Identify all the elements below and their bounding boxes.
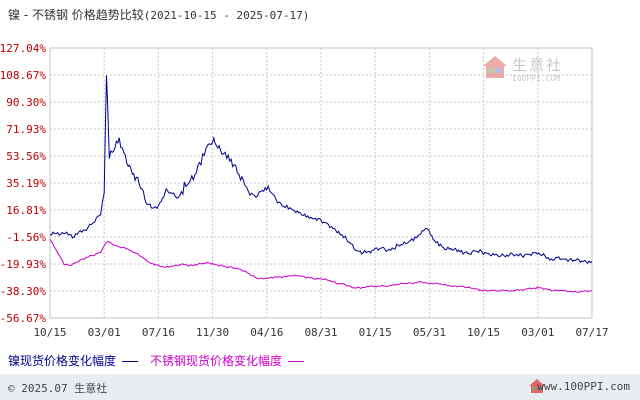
legend-label-nickel: 镍现货价格变化幅度 [8, 354, 117, 368]
x-axis: 10/15 03/01 07/16 11/30 04/16 08/31 01/15 05/31… [33, 326, 608, 339]
x-tick-label: 05/31 [413, 326, 446, 339]
chart-title-main: 镍 - 不锈钢 价格趋势比较 [8, 8, 144, 22]
y-tick-label: -56.67% [0, 312, 46, 325]
series-line-stainless [49, 238, 593, 293]
footer: © 2025.07 生意社 www.100PPI.com [0, 374, 640, 400]
y-tick-label: -1.56% [6, 231, 46, 244]
x-tick-label: 10/15 [467, 326, 500, 339]
y-tick-label: 127.04% [0, 42, 46, 55]
chart-title: 镍 - 不锈钢 价格趋势比较(2021-10-15 - 2025-07-17) [8, 6, 309, 23]
chart-title-range: (2021-10-15 - 2025-07-17) [143, 9, 310, 22]
x-tick-label: 07/17 [575, 326, 608, 339]
legend-swatch-stainless [288, 361, 305, 362]
x-tick-label: 03/01 [88, 326, 121, 339]
x-tick-label: 08/31 [304, 326, 337, 339]
y-axis: 127.04% 108.67% 90.30% 71.93% 53.56% 35.19% 16… [0, 42, 46, 325]
footer-copyright: © 2025.07 生意社 [8, 382, 108, 395]
x-tick-label: 01/15 [359, 326, 392, 339]
x-tick-label: 07/16 [142, 326, 175, 339]
legend: 镍现货价格变化幅度 不锈钢现货价格变化幅度 [8, 352, 316, 369]
x-tick-label: 04/16 [250, 326, 283, 339]
grid [49, 47, 593, 319]
y-tick-label: -38.30% [0, 285, 46, 298]
x-tick-label: 11/30 [196, 326, 229, 339]
y-tick-label: 108.67% [0, 69, 46, 82]
legend-label-stainless: 不锈钢现货价格变化幅度 [150, 354, 283, 368]
house-icon [483, 56, 507, 78]
watermark-url: 100PPI.COM [512, 74, 561, 83]
series-group [49, 75, 593, 293]
watermark-logo: 生意社 100PPI.COM [482, 52, 578, 92]
y-tick-label: 16.81% [6, 204, 46, 217]
y-tick-label: 90.30% [6, 96, 46, 109]
y-tick-label: 71.93% [6, 123, 46, 136]
series-line-nickel [49, 75, 593, 264]
footer-site-link[interactable]: www.100PPI.com [537, 380, 630, 393]
y-tick-label: 53.56% [6, 150, 46, 163]
x-tick-label: 10/15 [33, 326, 66, 339]
x-tick-label: 03/01 [521, 326, 554, 339]
legend-swatch-nickel [122, 361, 139, 362]
y-tick-label: 35.19% [6, 177, 46, 190]
y-tick-label: -19.93% [0, 258, 46, 271]
watermark-name: 生意社 [512, 56, 564, 74]
site-logo-icon [529, 379, 545, 393]
